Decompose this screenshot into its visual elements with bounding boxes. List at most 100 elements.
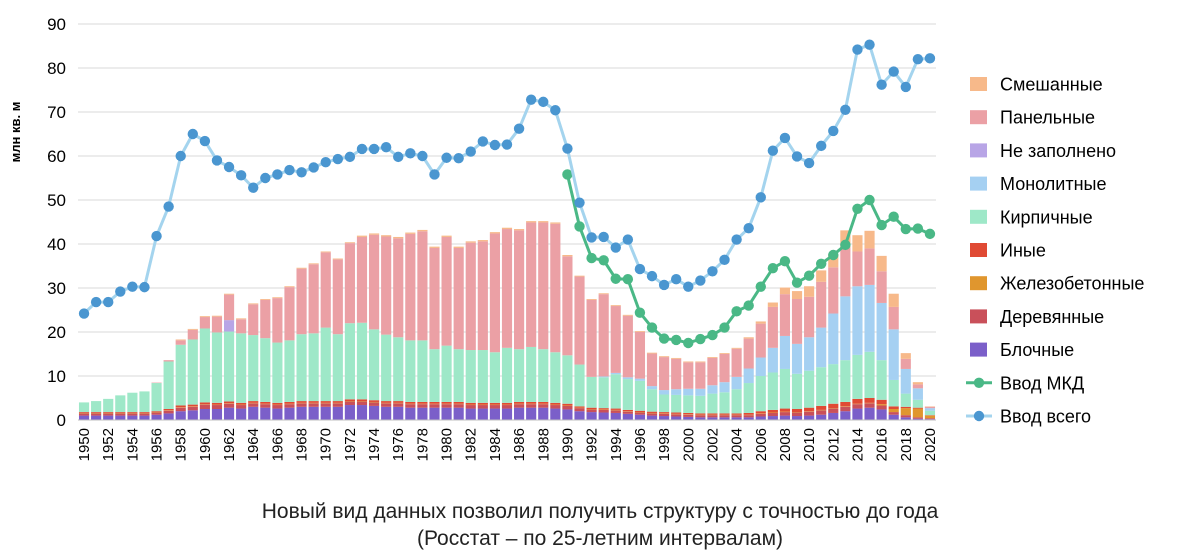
bar-segment xyxy=(767,302,778,307)
bar-segment xyxy=(489,352,500,403)
bar-segment xyxy=(900,415,911,418)
bar-segment xyxy=(912,382,923,385)
x-tick-label: 1988 xyxy=(535,428,552,461)
series-point xyxy=(658,279,670,291)
bar-segment xyxy=(695,362,706,389)
series-point xyxy=(127,281,138,292)
bar-segment xyxy=(453,349,464,402)
bar-segment xyxy=(828,412,839,420)
bar-segment xyxy=(115,412,126,413)
series-point xyxy=(840,104,851,116)
bar-segment xyxy=(332,401,343,403)
bar-segment xyxy=(368,405,380,420)
series-point xyxy=(610,273,621,284)
bar-segment xyxy=(864,284,875,352)
bar-segment xyxy=(864,351,875,398)
series-point xyxy=(900,223,911,235)
bar-segment xyxy=(876,405,887,410)
bar-segment xyxy=(272,408,283,420)
bar-segment xyxy=(429,349,440,402)
bar-segment xyxy=(610,374,621,409)
bar-segment xyxy=(840,360,851,402)
bar-segment xyxy=(659,394,670,413)
bar-segment xyxy=(912,388,923,400)
bar-segment xyxy=(344,242,355,244)
bar-segment xyxy=(598,377,609,409)
series-point xyxy=(441,152,452,163)
bar-segment xyxy=(272,342,283,403)
bar-segment xyxy=(441,235,452,237)
x-tick-label: 1952 xyxy=(100,428,117,461)
bar-segment xyxy=(779,335,791,369)
series-point xyxy=(368,143,380,155)
bar-segment xyxy=(852,398,863,404)
bar-segment xyxy=(514,401,525,404)
bar-segment xyxy=(441,404,452,408)
bar-segment xyxy=(175,339,186,341)
bar-segment xyxy=(586,376,597,408)
bar-segment xyxy=(731,413,742,415)
series-point xyxy=(78,308,90,319)
bar-segment xyxy=(465,402,476,405)
series-point xyxy=(562,143,573,154)
bar-segment xyxy=(332,403,343,407)
bar-segment xyxy=(187,406,198,411)
bar-segment xyxy=(683,362,694,389)
bar-segment xyxy=(429,246,440,248)
series-point xyxy=(115,286,126,297)
series-point xyxy=(658,333,670,344)
bar-segment xyxy=(236,408,247,420)
y-tick-label: 30 xyxy=(47,279,66,298)
bar-segment xyxy=(779,408,791,412)
bar-segment xyxy=(924,415,936,419)
series-point xyxy=(755,192,766,203)
bar-segment xyxy=(671,357,682,359)
caption-line-2: (Росстат – по 25-летним интервалам) xyxy=(416,527,784,550)
bar-segment xyxy=(441,236,452,346)
bar-segment xyxy=(562,409,573,420)
bar-segment xyxy=(429,401,440,404)
bar-segment xyxy=(453,401,464,404)
bar-segment xyxy=(248,335,259,402)
bar-segment xyxy=(296,268,307,335)
bar-segment xyxy=(477,240,488,242)
bar-segment xyxy=(550,222,561,224)
bar-segment xyxy=(610,372,621,375)
bar-segment xyxy=(791,343,803,374)
series-point xyxy=(586,252,597,264)
bar-segment xyxy=(187,328,198,330)
bar-segment xyxy=(574,275,585,277)
bar-segment xyxy=(695,415,706,418)
bar-segment xyxy=(405,404,416,408)
series-point xyxy=(622,274,634,285)
bar-segment xyxy=(719,413,730,415)
series-point xyxy=(670,334,682,346)
bar-segment xyxy=(139,413,150,416)
bar-segment xyxy=(151,412,162,415)
bar-segment xyxy=(514,229,525,231)
bar-segment xyxy=(804,337,815,371)
bar-segment xyxy=(598,409,609,413)
bar-segment xyxy=(646,386,658,390)
bar-segment xyxy=(791,299,803,344)
bar-segment xyxy=(852,354,863,399)
bar-segment xyxy=(78,415,90,420)
caption-line-1: Новый вид данных позволил получить струк… xyxy=(261,500,939,523)
legend-swatch-point xyxy=(973,377,985,388)
bar-segment xyxy=(489,233,500,353)
series-point xyxy=(598,231,609,243)
legend-label: Ввод МКД xyxy=(1000,373,1084,393)
bar-segment xyxy=(695,413,706,415)
bar-segment xyxy=(405,232,416,234)
bar-segment xyxy=(719,392,730,414)
bar-segment xyxy=(731,389,742,414)
x-tick-label: 1996 xyxy=(632,428,649,461)
bar-segment xyxy=(538,221,549,223)
bar-segment xyxy=(550,405,561,409)
series-point xyxy=(779,132,791,144)
chart-area: 0 10 20 30 40 50 60 70 80 90 млн кв. м 1950 1952 1954… xyxy=(8,15,1144,461)
x-tick-label: 1992 xyxy=(584,428,601,461)
bar-segment xyxy=(816,327,827,368)
bar-segment xyxy=(223,294,235,321)
x-tick-label: 1954 xyxy=(124,428,141,461)
